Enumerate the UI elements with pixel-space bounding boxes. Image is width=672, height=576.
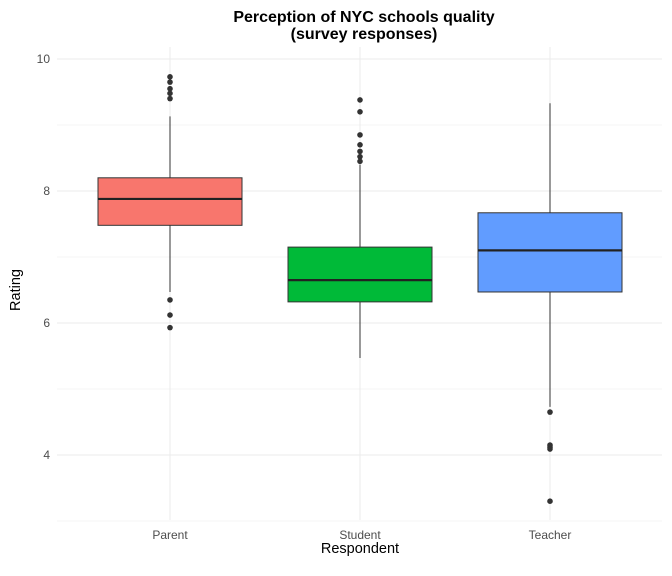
outlier-point-teacher-1 [547,409,553,415]
outlier-point-student-7 [357,158,363,165]
x-tick-label-parent: Parent [152,528,188,542]
chart-title: Perception of NYC schools quality [233,9,494,26]
tick-labels: 4 6 8 10 Parent Student Teacher [37,52,572,542]
box-teacher [477,103,623,505]
outlier-point-teacher-4 [547,446,553,452]
outlier-point-parent-2 [167,79,173,85]
outlier-point-student-4 [357,142,363,148]
outlier-point-parent-1 [167,74,173,80]
y-tick-label-4: 4 [43,448,50,462]
outlier-point-parent-6 [167,297,173,303]
chart-subtitle: (survey responses) [291,26,438,43]
x-tick-label-student: Student [339,528,381,542]
outlier-point-parent-4 [167,90,173,97]
iqr-box-teacher [477,212,623,293]
outlier-point-parent-7 [167,312,173,318]
y-tick-label-10: 10 [37,52,51,66]
outlier-point-student-3 [357,132,363,138]
outlier-point-parent-8 [167,324,173,331]
outlier-point-student-6 [357,153,363,160]
outlier-point-teacher-5 [547,498,553,505]
y-tick-label-8: 8 [43,184,50,198]
outlier-point-parent-3 [167,85,173,92]
iqr-box-parent [97,177,243,226]
outlier-point-parent-5 [167,95,173,102]
x-axis-title: Respondent [321,541,399,557]
box-series [97,74,623,505]
x-tick-label-teacher: Teacher [529,528,572,542]
iqr-box-student [287,246,433,303]
outlier-point-student-5 [357,148,363,155]
box-student [287,97,433,358]
outlier-point-student-1 [357,97,363,103]
y-tick-label-6: 6 [43,316,50,330]
box-parent [97,74,243,331]
y-axis-title: Rating [8,269,24,311]
outlier-point-student-2 [357,109,363,115]
